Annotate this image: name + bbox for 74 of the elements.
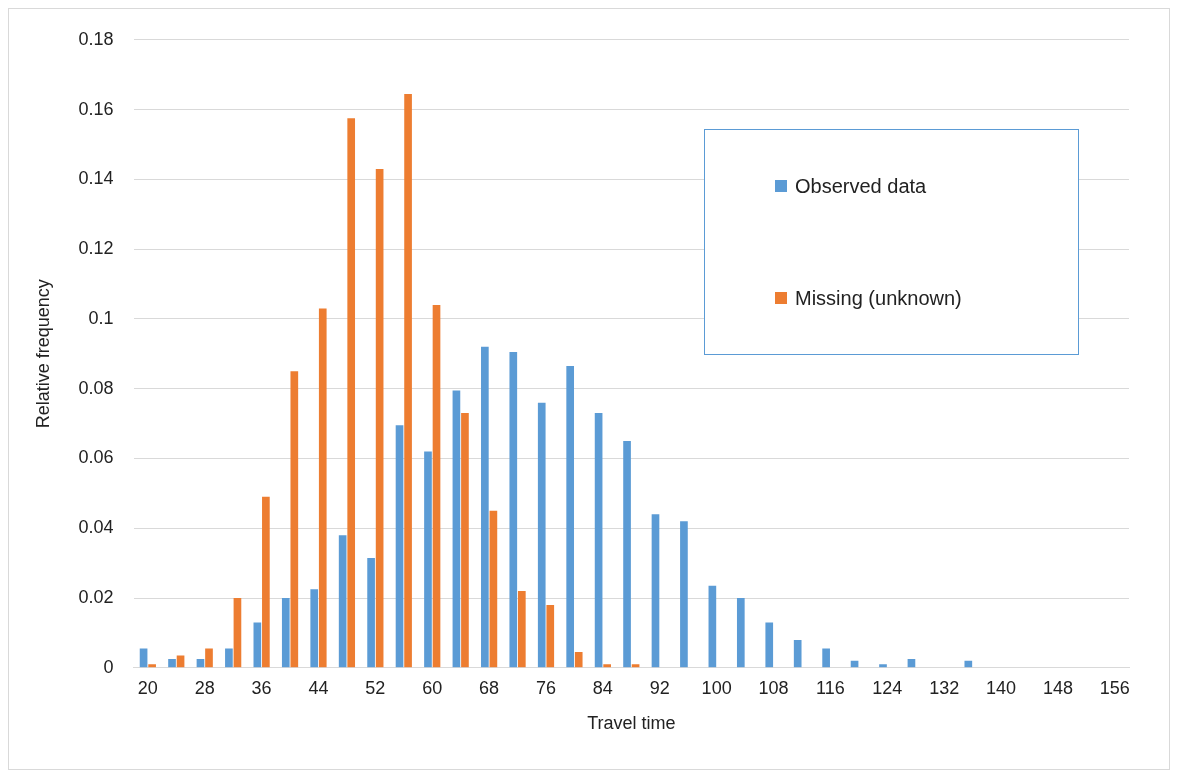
- y-tick-label: 0.02: [78, 586, 114, 607]
- bar: [290, 371, 299, 668]
- bar: [338, 535, 347, 668]
- x-axis-title: Travel time: [587, 713, 676, 734]
- y-tick-label: 0.06: [78, 447, 114, 468]
- bar: [793, 639, 802, 668]
- y-axis-title: Relative frequency: [32, 279, 53, 429]
- bar: [574, 652, 583, 668]
- x-tick-label: 100: [701, 677, 732, 698]
- x-tick-label: 148: [1042, 677, 1073, 698]
- x-tick-label: 92: [649, 677, 670, 698]
- bar: [367, 557, 375, 668]
- bar: [452, 390, 461, 668]
- bar: [225, 648, 233, 668]
- y-tick-label: 0.14: [78, 168, 114, 189]
- bar: [375, 168, 384, 668]
- bar: [395, 425, 404, 668]
- bar: [461, 413, 469, 668]
- bar: [651, 514, 660, 668]
- x-tick-label: 76: [535, 677, 557, 698]
- bar: [594, 413, 603, 668]
- y-tick-label: 0: [103, 656, 114, 677]
- x-tick-label: 156: [1099, 677, 1130, 698]
- bar: [205, 648, 213, 668]
- bar: [310, 589, 319, 668]
- bar: [566, 366, 575, 668]
- bar: [680, 521, 688, 668]
- bar: [168, 659, 176, 668]
- bar: [233, 598, 242, 668]
- y-tick-label: 0.16: [78, 98, 114, 119]
- x-tick-label: 108: [758, 677, 789, 698]
- bar: [253, 622, 262, 668]
- bar: [481, 346, 489, 668]
- y-tick-label: 0.18: [78, 28, 114, 49]
- bar: [623, 441, 631, 668]
- bar: [964, 660, 973, 668]
- bar: [347, 118, 356, 668]
- x-tick-label: 28: [194, 677, 215, 698]
- bar: [281, 598, 290, 668]
- legend-label: Missing (unknown): [795, 286, 962, 310]
- bar: [708, 585, 717, 668]
- x-tick-label: 124: [872, 677, 903, 698]
- x-tick-label: 84: [592, 677, 613, 698]
- bar: [517, 591, 526, 668]
- bar: [404, 93, 412, 668]
- x-tick-label: 44: [308, 677, 329, 698]
- x-tick-label: 116: [816, 677, 845, 698]
- bar: [318, 308, 327, 668]
- bar: [603, 664, 611, 668]
- bar: [879, 664, 887, 668]
- bar: [424, 451, 432, 668]
- x-tick-label: 60: [422, 677, 443, 698]
- x-tick-label: 52: [365, 677, 386, 698]
- bar: [546, 605, 555, 668]
- x-tick-label: 132: [929, 677, 960, 698]
- legend-label: Observed data: [795, 174, 927, 198]
- x-tick-label: 20: [137, 677, 158, 698]
- x-tick-label: 36: [251, 677, 272, 698]
- bar: [736, 598, 745, 668]
- bar: [262, 496, 270, 668]
- bar: [432, 304, 441, 668]
- x-tick-label: 140: [986, 677, 1017, 698]
- y-tick-label: 0.12: [78, 238, 114, 259]
- bar: [489, 510, 498, 668]
- y-tick-label: 0.04: [78, 517, 114, 538]
- x-tick-label: 68: [479, 677, 500, 698]
- bar: [822, 648, 830, 668]
- bar: [148, 664, 156, 668]
- y-tick-label: 0.1: [88, 307, 114, 328]
- bar: [537, 402, 546, 668]
- bar: [631, 664, 640, 668]
- bar: [765, 622, 774, 668]
- bar: [509, 352, 518, 668]
- y-tick-label: 0.08: [78, 377, 114, 398]
